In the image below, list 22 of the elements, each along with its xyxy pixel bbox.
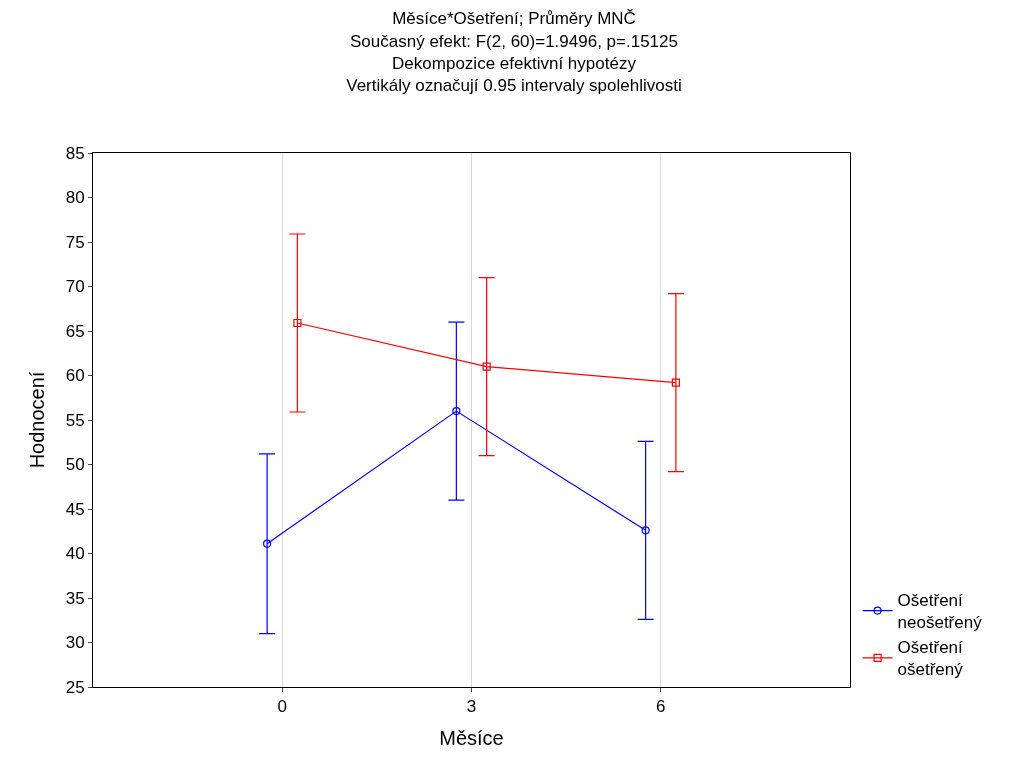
x-tick-label: 0: [277, 697, 287, 717]
y-tick-label: 40: [65, 544, 85, 564]
chart-title: Měsíce*Ošetření; Průměry MNČ: [392, 9, 636, 29]
y-axis-title: Hodnocení: [26, 371, 49, 469]
y-tick-label: 85: [65, 143, 85, 163]
y-tick-label: 60: [65, 366, 85, 386]
x-tick-label: 6: [656, 697, 666, 717]
y-tick-label: 50: [65, 455, 85, 475]
chart-subtitle: Současný efekt: F(2, 60)=1.9496, p=.15125 Dekompozice efektivní hypotézy Vertikály označují 0.95 intervaly spolehlivosti: [346, 31, 682, 95]
legend-label: Ošetření ošetřený: [897, 638, 964, 680]
y-tick-label: 70: [65, 277, 85, 297]
legend-label: Ošetření neošetřený: [897, 591, 983, 633]
y-tick-label: 35: [65, 588, 85, 608]
y-tick-label: 25: [65, 677, 85, 697]
y-tick-label: 30: [65, 633, 85, 653]
y-tick-label: 55: [65, 410, 85, 430]
y-tick-label: 80: [65, 188, 85, 208]
x-tick-label: 3: [466, 697, 477, 717]
y-tick-label: 65: [65, 321, 85, 341]
y-tick-label: 75: [65, 232, 85, 252]
y-tick-label: 45: [65, 499, 85, 519]
x-axis-title: Měsíce: [439, 726, 504, 749]
